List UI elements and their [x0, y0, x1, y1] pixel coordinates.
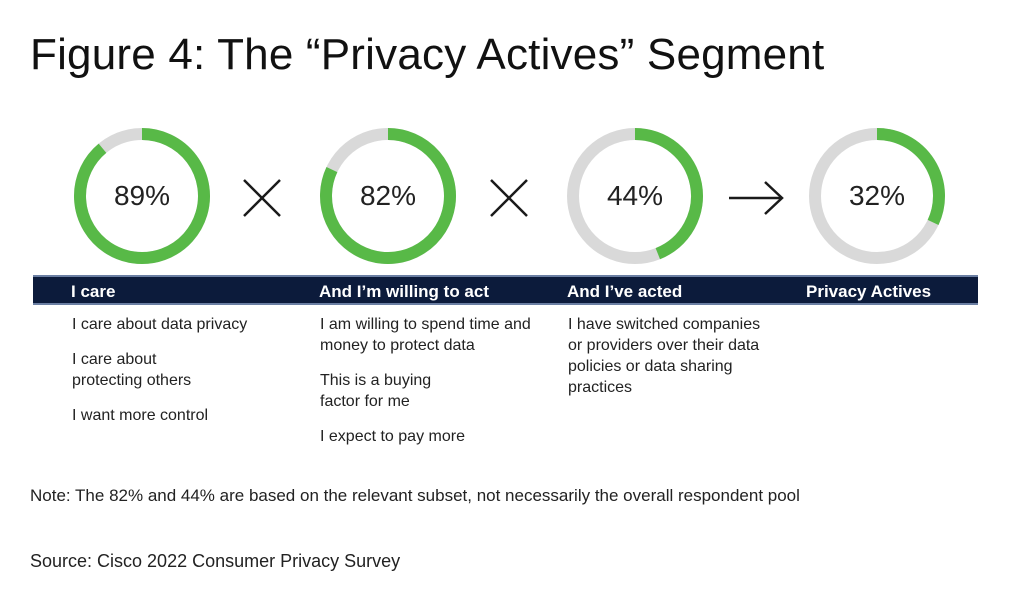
- donut-chart-privacy-actives: 32%: [807, 126, 947, 266]
- description-item: I expect to pay more: [320, 428, 465, 445]
- description-list-acted: I have switched companies or providers o…: [568, 314, 768, 412]
- category-banner: I care And I’m willing to act And I’ve a…: [33, 275, 978, 305]
- page-title: Figure 4: The “Privacy Actives” Segment: [30, 30, 825, 79]
- times-icon: [483, 172, 535, 224]
- donut-percent-label: 82%: [359, 180, 417, 211]
- arrow-right-icon: [727, 172, 787, 224]
- donut-percent-label: 44%: [606, 180, 664, 211]
- description-list-i-care: I care about data privacy I care about p…: [72, 314, 287, 440]
- description-item: I care about data privacy: [72, 316, 248, 333]
- donut-arc: [74, 128, 210, 264]
- donut-ring: [74, 128, 210, 264]
- donut-chart-i-care: 89%: [72, 126, 212, 266]
- description-list-willing-to-act: I am willing to spend time and money to …: [320, 314, 535, 461]
- category-label-acted: And I’ve acted: [567, 282, 683, 301]
- category-label-i-care: I care: [71, 282, 116, 301]
- description-item: I care about protecting others: [72, 351, 192, 389]
- donut-percent-label: 89%: [113, 180, 171, 211]
- donut-chart-willing-to-act: 82%: [318, 126, 458, 266]
- category-label-privacy-actives: Privacy Actives: [806, 282, 932, 301]
- donut-arc: [876, 128, 945, 225]
- donut-percent-label: 32%: [848, 180, 906, 211]
- source-citation: Source: Cisco 2022 Consumer Privacy Surv…: [30, 551, 401, 571]
- donut-ring: [320, 128, 456, 264]
- description-item: I have switched companies or providers o…: [568, 316, 761, 396]
- times-icon: [236, 172, 288, 224]
- description-item: I am willing to spend time and money to …: [320, 316, 531, 354]
- description-item: I want more control: [72, 407, 209, 424]
- footnote: Note: The 82% and 44% are based on the r…: [30, 486, 800, 505]
- donut-ring: [809, 128, 945, 264]
- donut-arc: [320, 128, 456, 264]
- donut-ring: [567, 128, 703, 264]
- category-label-willing-to-act: And I’m willing to act: [319, 282, 489, 301]
- description-item: This is a buying factor for me: [320, 372, 432, 410]
- donut-chart-acted: 44%: [565, 126, 705, 266]
- donut-arc: [634, 128, 703, 260]
